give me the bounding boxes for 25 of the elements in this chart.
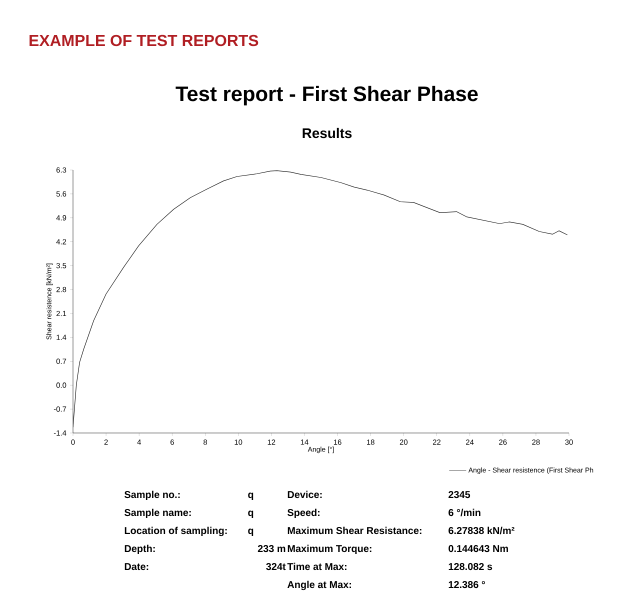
text: q	[248, 510, 254, 518]
text: Time at Max:	[287, 562, 346, 570]
text: EXAMPLE OF TEST REPORTS	[30, 34, 258, 46]
text: q	[248, 492, 254, 500]
text: 233 m	[258, 545, 286, 552]
text: q	[248, 528, 254, 536]
text: 2345	[448, 491, 470, 498]
text: 324t	[266, 563, 286, 570]
chart-subtitle: Results	[302, 128, 352, 138]
text: Device:	[288, 490, 322, 498]
text: 128.082 s	[448, 563, 492, 570]
text: 12.386 °	[448, 581, 485, 588]
text: Date:	[124, 563, 148, 570]
text: Maximum Shear Resistance:	[288, 526, 422, 534]
text: Speed:	[287, 508, 320, 518]
text: 0.144643 Nm	[448, 545, 508, 552]
text: Angle at Max:	[287, 580, 351, 590]
text: Sample no.:	[124, 490, 180, 500]
text: Sample name:	[124, 508, 191, 518]
text: Location of sampling:	[124, 526, 227, 536]
text: 6 °/min	[448, 508, 480, 516]
text: Depth:	[124, 544, 155, 554]
chart-title: Test report - First Shear Phase	[176, 86, 478, 106]
text: Maximum Torque:	[288, 544, 372, 554]
text: 6.27838 kN/m²	[448, 526, 514, 534]
